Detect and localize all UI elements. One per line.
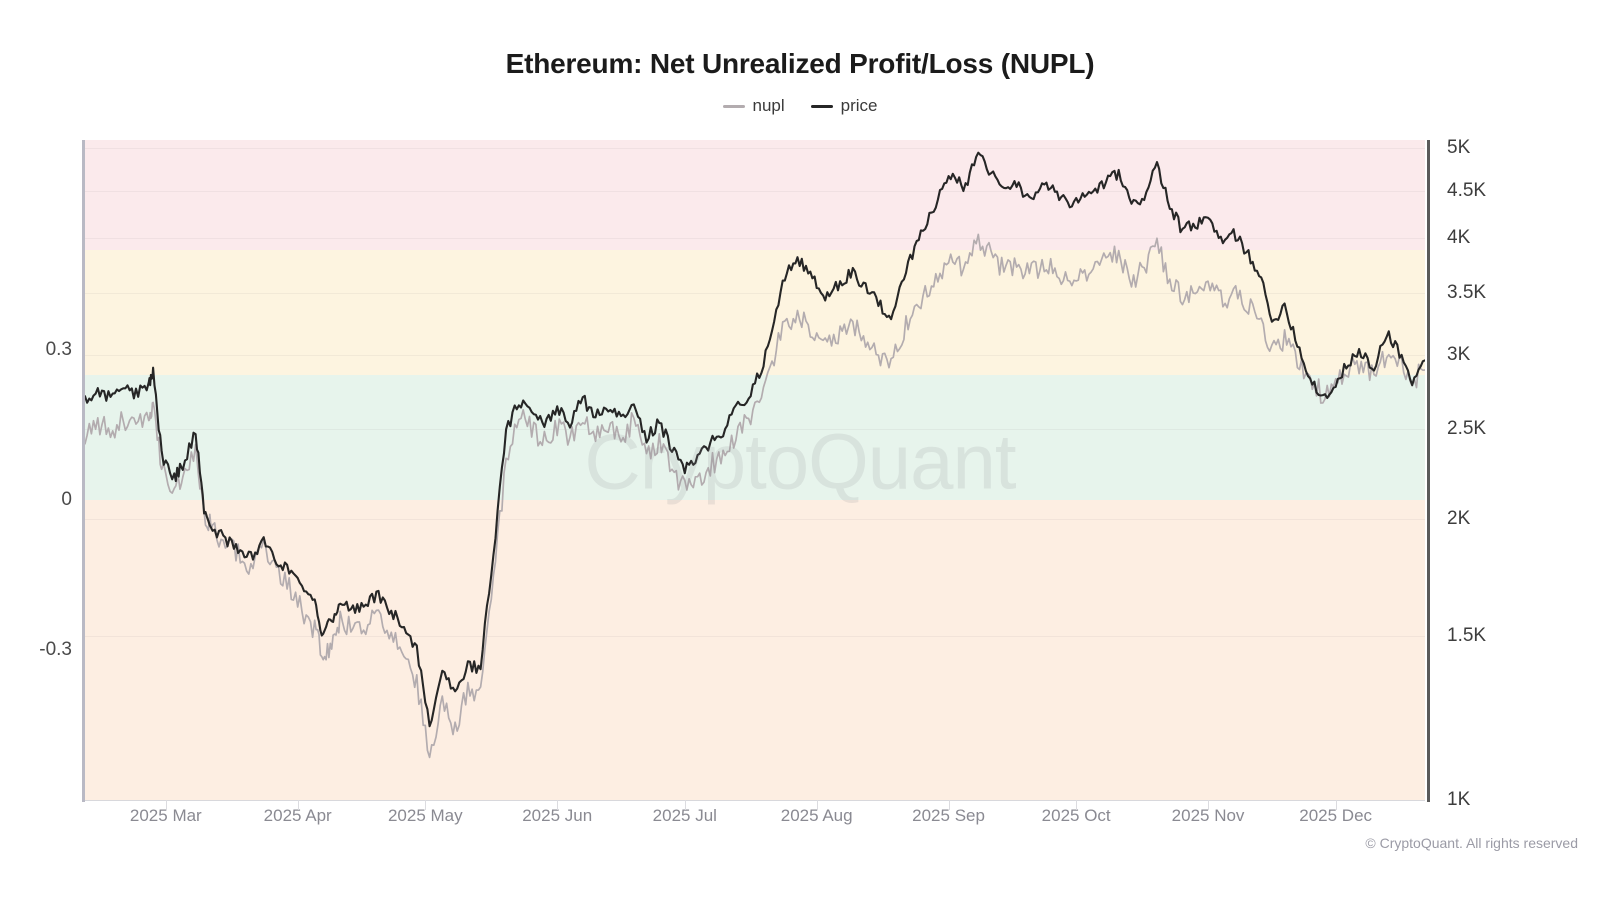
y-axis-right-tick-label: 4.5K bbox=[1447, 179, 1487, 201]
legend-item-nupl[interactable]: nupl bbox=[722, 96, 785, 116]
legend-item-price[interactable]: price bbox=[810, 96, 878, 116]
y-axis-right-tick-label: 1.5K bbox=[1447, 624, 1487, 646]
series-line-nupl bbox=[85, 233, 1425, 759]
gridline-horizontal bbox=[85, 635, 1425, 637]
gridline-horizontal bbox=[85, 238, 1425, 240]
y-axis-right-tick-label: 3K bbox=[1447, 343, 1471, 365]
x-axis-tick-label: 2025 Mar bbox=[129, 806, 202, 825]
x-axis-tick-mark bbox=[1208, 800, 1210, 810]
y-axis-left-tick-label: -0.3 bbox=[39, 639, 72, 660]
gridline-horizontal bbox=[85, 148, 1425, 150]
x-axis-tick-label: 2025 Dec bbox=[1299, 806, 1373, 825]
x-axis-tick-label: 2025 Apr bbox=[263, 806, 332, 825]
band-euphoria-greed bbox=[85, 140, 1425, 250]
x-axis-tick-mark bbox=[816, 800, 818, 810]
gridline-horizontal bbox=[85, 354, 1425, 356]
y-axis-right-spine bbox=[1427, 140, 1430, 802]
x-axis-tick-mark bbox=[165, 800, 167, 810]
x-axis-line bbox=[85, 800, 1425, 801]
x-axis-tick-mark bbox=[948, 800, 950, 810]
band-optimism-anxiety bbox=[85, 375, 1425, 500]
gridline-horizontal bbox=[85, 428, 1425, 430]
page-title: Ethereum: Net Unrealized Profit/Loss (NU… bbox=[505, 48, 1095, 79]
x-axis-tick-label: 2025 Jun bbox=[522, 806, 593, 825]
y-axis-left-tick-label: 0 bbox=[61, 489, 72, 510]
band-capitulation bbox=[85, 500, 1425, 800]
legend-label-price: price bbox=[840, 96, 878, 115]
y-axis-right-tick-label: 5K bbox=[1447, 137, 1471, 159]
plot-area[interactable] bbox=[85, 140, 1425, 800]
copyright-footer: © CryptoQuant. All rights reserved bbox=[1365, 835, 1578, 851]
legend-swatch-price bbox=[810, 104, 833, 108]
y-axis-right-tick-label: 3.5K bbox=[1447, 281, 1487, 303]
gridline-horizontal bbox=[85, 190, 1425, 192]
x-axis-tick-mark bbox=[557, 800, 559, 810]
x-axis-tick-label: 2025 Sep bbox=[912, 806, 985, 825]
x-axis-tick-mark bbox=[684, 800, 686, 810]
x-axis-tick-mark bbox=[425, 800, 427, 810]
series-line-price bbox=[85, 151, 1425, 728]
y-axis-left-tick-label: 0.3 bbox=[45, 339, 72, 360]
gridline-horizontal bbox=[85, 519, 1425, 521]
x-axis-tick-label: 2025 Nov bbox=[1171, 806, 1245, 825]
chart-legend: nupl price bbox=[0, 96, 1600, 116]
legend-swatch-nupl bbox=[722, 104, 745, 108]
gridline-horizontal bbox=[85, 292, 1425, 294]
x-axis-tick-label: 2025 Aug bbox=[780, 806, 853, 825]
legend-label-nupl: nupl bbox=[752, 96, 785, 115]
x-axis-tick-label: 2025 Jul bbox=[652, 806, 717, 825]
x-axis-tick-mark bbox=[1335, 800, 1337, 810]
y-axis-right-tick-label: 4K bbox=[1447, 227, 1471, 249]
x-axis-tick-mark bbox=[1076, 800, 1078, 810]
y-axis-right-tick-label: 2K bbox=[1447, 508, 1471, 530]
y-axis-left-spine bbox=[82, 140, 85, 802]
y-axis-right-tick-label: 1K bbox=[1447, 789, 1471, 810]
x-axis-tick-label: 2025 Oct bbox=[1041, 806, 1111, 825]
band-belief-denial bbox=[85, 250, 1425, 375]
series-layer bbox=[85, 151, 1425, 759]
y-axis-right-tick-label: 2.5K bbox=[1447, 417, 1487, 439]
x-axis-tick-mark bbox=[297, 800, 299, 810]
x-axis-tick-label: 2025 May bbox=[387, 806, 463, 825]
